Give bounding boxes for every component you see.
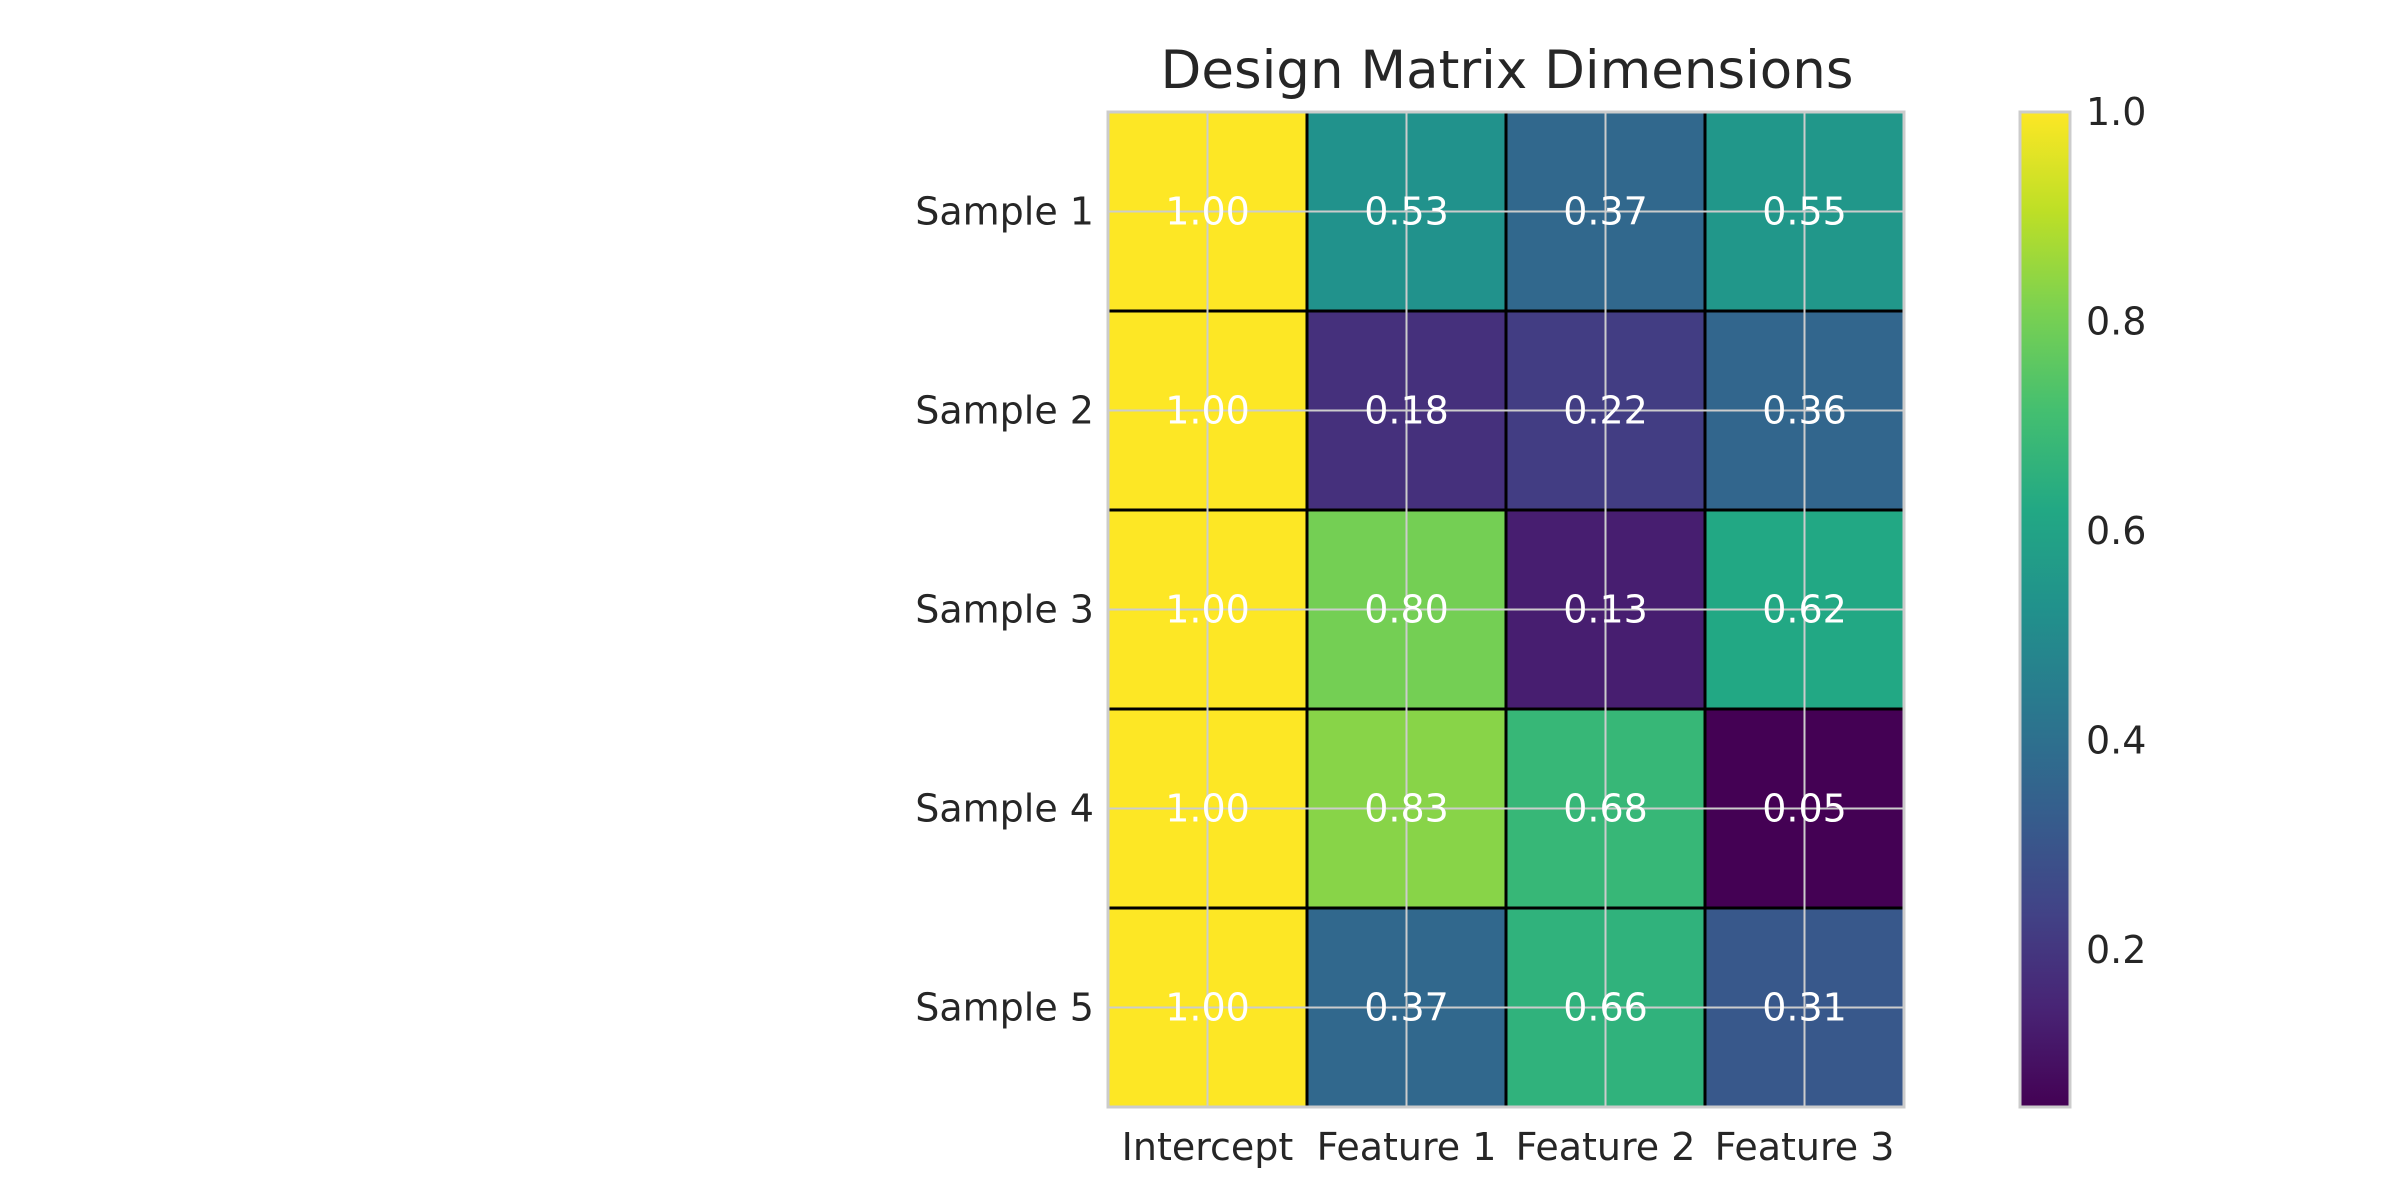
colorbar-tick-label: 0.2: [2086, 928, 2146, 972]
colorbar-tick-label: 0.4: [2086, 718, 2146, 762]
column-tick-label: Intercept: [1122, 1125, 1294, 1169]
row-tick-label: Sample 3: [915, 588, 1094, 632]
cell-value-label: 0.13: [1563, 588, 1648, 632]
cell-value-label: 0.37: [1364, 986, 1449, 1030]
row-tick-labels: Sample 1 Sample 2 Sample 3 Sample 4 Sample 5: [915, 190, 1094, 1030]
colorbar: [2018, 110, 2072, 1109]
heatmap-gridlines: [1108, 112, 1904, 1107]
colorbar-tick-label: 0.8: [2086, 299, 2146, 343]
cell-value-label: 0.66: [1563, 986, 1648, 1030]
cell-value-label: 0.55: [1762, 190, 1847, 234]
cell-value-label: 0.05: [1762, 787, 1847, 831]
chart-title: Design Matrix Dimensions: [1161, 40, 1854, 101]
cell-value-label: 0.22: [1563, 389, 1648, 433]
colorbar-tick-labels: 0.2 0.4 0.6 0.8 1.0: [2086, 90, 2146, 972]
heatmap-frame: [1106, 110, 1906, 1109]
column-tick-labels: Intercept Feature 1 Feature 2 Feature 3: [1122, 1125, 1895, 1169]
cell-value-label: 0.37: [1563, 190, 1648, 234]
cell-value-label: 0.31: [1762, 986, 1847, 1030]
cell-value-label: 1.00: [1165, 986, 1250, 1030]
cell-value-label: 0.62: [1762, 588, 1847, 632]
cell-value-label: 0.36: [1762, 389, 1847, 433]
cell-value-label: 1.00: [1165, 588, 1250, 632]
cell-value-label: 1.00: [1165, 190, 1250, 234]
colorbar-tick-label: 1.0: [2086, 90, 2146, 134]
cell-value-label: 0.83: [1364, 787, 1449, 831]
colorbar-tick-label: 0.6: [2086, 509, 2146, 553]
row-tick-label: Sample 5: [915, 986, 1094, 1030]
cell-value-label: 0.53: [1364, 190, 1449, 234]
column-tick-label: Feature 1: [1317, 1125, 1497, 1169]
row-tick-label: Sample 4: [915, 787, 1094, 831]
cell-value-label: 1.00: [1165, 787, 1250, 831]
row-tick-label: Sample 2: [915, 389, 1094, 433]
cell-value-label: 0.68: [1563, 787, 1648, 831]
cell-value-label: 1.00: [1165, 389, 1250, 433]
column-tick-label: Feature 2: [1516, 1125, 1696, 1169]
row-tick-label: Sample 1: [915, 190, 1094, 234]
cell-value-label: 0.80: [1364, 588, 1449, 632]
heatmap-cell-labels: 1.00 0.53 0.37 0.55 1.00 0.18 0.22 0.36 1.00 0.80…: [1165, 190, 1847, 1030]
cell-value-label: 0.18: [1364, 389, 1449, 433]
column-tick-label: Feature 3: [1715, 1125, 1895, 1169]
